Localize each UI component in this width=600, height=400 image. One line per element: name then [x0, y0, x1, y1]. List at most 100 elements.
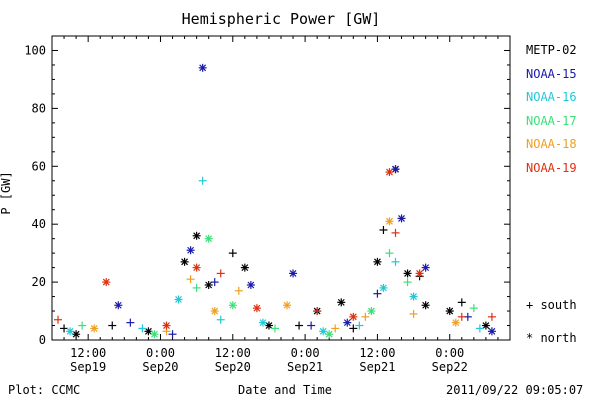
data-point-north [373, 257, 382, 266]
x-tick-label-date: Sep20 [215, 360, 251, 374]
data-point-south [108, 321, 117, 330]
data-point-south [138, 324, 147, 333]
y-tick-label: 40 [32, 217, 46, 231]
data-point-north [192, 263, 201, 272]
data-point-south [379, 225, 388, 234]
legend-north-marker: * north [526, 331, 577, 345]
x-axis: 12:00Sep190:00Sep2012:00Sep200:00Sep2112… [51, 36, 511, 374]
data-point-south [391, 228, 400, 237]
data-point-south [469, 304, 478, 313]
x-tick-label-time: 0:00 [435, 346, 464, 360]
data-point-south [198, 176, 207, 185]
y-tick-label: 100 [24, 43, 46, 57]
data-point-north [385, 217, 394, 226]
data-point-south [186, 275, 195, 284]
chart-title: Hemispheric Power [GW] [182, 10, 381, 28]
data-point-north [343, 318, 352, 327]
data-point-north [114, 301, 123, 310]
y-tick-label: 60 [32, 159, 46, 173]
x-tick-label-date: Sep20 [142, 360, 178, 374]
data-point-south [270, 324, 279, 333]
legend-item-noaa-17: NOAA-17 [526, 113, 577, 128]
data-point-north [319, 327, 328, 336]
data-point-north [102, 278, 111, 287]
data-point-south [349, 324, 358, 333]
series-noaa-17 [78, 234, 478, 339]
footer-credit: Plot: CCMC [8, 383, 81, 397]
data-point-south [373, 289, 382, 298]
data-point-south [457, 298, 466, 307]
data-point-south [361, 312, 370, 321]
data-point-north [252, 304, 261, 313]
y-axis-label: P [GW] [0, 171, 13, 214]
data-point-south [216, 269, 225, 278]
series-noaa-15 [114, 63, 496, 339]
data-point-north [421, 301, 430, 310]
series-noaa-18 [90, 217, 460, 336]
y-tick-label: 20 [32, 275, 46, 289]
data-point-south [216, 315, 225, 324]
data-point-south [475, 324, 484, 333]
data-point-north [180, 257, 189, 266]
y-axis: 0 20 40 60 80 100 [24, 43, 510, 347]
data-points [54, 63, 496, 339]
data-point-north [72, 330, 81, 339]
data-point-south [403, 278, 412, 287]
data-point-south [126, 318, 135, 327]
data-point-north [210, 307, 219, 316]
data-point-north [90, 324, 99, 333]
data-point-north [487, 327, 496, 336]
data-point-south [331, 324, 340, 333]
data-point-south [313, 307, 322, 316]
data-point-north [228, 301, 237, 310]
data-point-south [487, 312, 496, 321]
data-point-north [204, 234, 213, 243]
x-tick-label-time: 12:00 [70, 346, 106, 360]
data-point-south [60, 324, 69, 333]
x-tick-label-date: Sep22 [432, 360, 468, 374]
data-point-north [150, 330, 159, 339]
data-point-north [240, 263, 249, 272]
data-point-north [246, 280, 255, 289]
data-point-south [192, 283, 201, 292]
x-tick-label-time: 0:00 [291, 346, 320, 360]
data-point-north [66, 327, 75, 336]
series-metp-02 [60, 165, 490, 339]
legend-item-metp-02: METP-02 [526, 43, 577, 57]
data-point-north [385, 168, 394, 177]
data-point-north [144, 327, 153, 336]
footer-xlabel: Date and Time [238, 383, 332, 397]
data-point-south [168, 330, 177, 339]
data-point-north [264, 321, 273, 330]
y-tick-label: 80 [32, 101, 46, 115]
data-point-north [325, 330, 334, 339]
x-tick-label-time: 12:00 [359, 346, 395, 360]
data-point-north [445, 307, 454, 316]
x-tick-label-time: 0:00 [146, 346, 175, 360]
x-tick-label-date: Sep19 [70, 360, 106, 374]
data-point-north [349, 312, 358, 321]
data-point-north [258, 318, 267, 327]
data-point-north [367, 307, 376, 316]
data-point-north [421, 263, 430, 272]
data-point-south [228, 249, 237, 258]
data-point-north [379, 283, 388, 292]
data-point-north [397, 214, 406, 223]
legend-south-marker: + south [526, 298, 577, 312]
data-point-north [204, 280, 213, 289]
legend-item-noaa-18: NOAA-18 [526, 137, 577, 151]
data-point-south [210, 278, 219, 287]
data-point-north [409, 292, 418, 301]
data-point-south [391, 257, 400, 266]
legend-item-noaa-16: NOAA-16 [526, 90, 577, 104]
series-noaa-16 [66, 176, 484, 336]
data-point-north [174, 295, 183, 304]
data-point-north [283, 301, 292, 310]
data-point-south [295, 321, 304, 330]
data-point-south [307, 321, 316, 330]
data-point-south [355, 321, 364, 330]
plot-frame [51, 35, 511, 341]
data-point-north [451, 318, 460, 327]
legend-item-noaa-19: NOAA-19 [526, 160, 577, 175]
data-point-north [415, 269, 424, 278]
